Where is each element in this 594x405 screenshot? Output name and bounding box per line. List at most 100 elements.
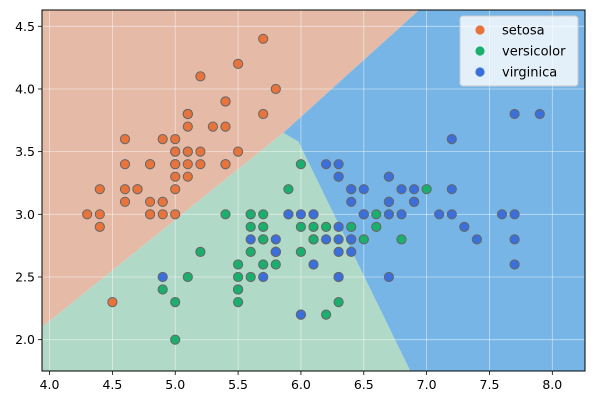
point-versicolor (321, 221, 332, 232)
x-tick-label: 4.0 (40, 377, 60, 392)
point-virginica (459, 221, 470, 232)
y-axis-ticks: 2.0 2.5 3.0 3.5 4.0 4.5 (15, 19, 42, 347)
point-versicolor (245, 221, 256, 232)
point-versicolor (358, 234, 369, 245)
point-virginica (321, 159, 332, 170)
x-tick-label: 7.5 (480, 377, 500, 392)
point-setosa (157, 196, 168, 207)
point-virginica (258, 271, 269, 283)
point-virginica (346, 234, 357, 245)
point-versicolor (346, 221, 357, 232)
y-tick-label: 2.5 (15, 269, 35, 284)
legend-label-virginica: virginica (502, 66, 557, 81)
y-tick-label: 4.5 (15, 19, 35, 34)
point-virginica (346, 246, 357, 257)
x-tick-label: 4.5 (102, 377, 122, 392)
point-virginica (321, 234, 332, 245)
point-versicolor (396, 234, 407, 245)
point-setosa (220, 96, 231, 107)
point-setosa (119, 159, 131, 170)
point-versicolor (258, 234, 269, 245)
point-versicolor (170, 297, 181, 308)
point-versicolor (295, 221, 306, 232)
point-setosa (145, 196, 156, 207)
point-versicolor (295, 246, 306, 257)
point-setosa (119, 134, 131, 145)
legend-marker-virginica (475, 67, 485, 77)
point-virginica (396, 209, 407, 220)
point-versicolor (233, 297, 244, 308)
point-virginica (358, 184, 369, 195)
point-setosa (207, 121, 218, 132)
legend-label-setosa: setosa (502, 24, 545, 39)
point-setosa (119, 196, 131, 207)
point-virginica (509, 259, 520, 270)
x-tick-label: 6.0 (291, 377, 311, 392)
y-tick-label: 3.5 (15, 144, 35, 159)
point-setosa (195, 146, 206, 157)
point-setosa (182, 146, 193, 157)
region-versicolor (42, 132, 411, 371)
point-setosa (170, 134, 181, 145)
point-virginica (333, 159, 344, 170)
point-setosa (170, 209, 181, 220)
point-versicolor (170, 334, 181, 345)
point-versicolor (258, 221, 269, 232)
point-versicolor (258, 209, 269, 220)
point-virginica (245, 234, 256, 245)
point-virginica (446, 209, 457, 220)
x-tick-label: 8.0 (542, 377, 562, 392)
point-setosa (107, 297, 118, 308)
point-virginica (446, 134, 457, 145)
point-virginica (283, 209, 294, 220)
x-tick-label: 5.0 (165, 377, 185, 392)
point-versicolor (371, 221, 382, 232)
point-versicolor (333, 297, 344, 308)
point-versicolor (233, 284, 244, 295)
point-virginica (496, 209, 508, 220)
x-tick-label: 5.5 (228, 377, 248, 392)
point-virginica (383, 171, 394, 182)
point-setosa (182, 121, 193, 132)
point-versicolor (157, 284, 168, 295)
point-setosa (233, 146, 244, 157)
legend-marker-setosa (475, 25, 485, 35)
point-setosa (132, 184, 143, 195)
point-setosa (170, 184, 181, 195)
point-virginica (358, 209, 369, 220)
legend-marker-versicolor (475, 46, 485, 56)
point-versicolor (182, 271, 193, 283)
point-virginica (509, 234, 520, 245)
point-setosa (119, 184, 131, 195)
point-versicolor (258, 259, 269, 270)
legend-box (459, 15, 579, 87)
point-virginica (333, 221, 344, 232)
point-versicolor (245, 271, 256, 283)
point-setosa (195, 159, 206, 170)
y-tick-label: 4.0 (15, 81, 35, 96)
point-setosa (157, 209, 168, 220)
point-virginica (534, 108, 545, 120)
point-virginica (409, 184, 420, 195)
point-virginica (270, 246, 281, 257)
region-virginica (283, 10, 585, 371)
point-setosa (170, 146, 181, 157)
point-setosa (182, 171, 193, 182)
y-tick-label: 2.0 (15, 332, 35, 347)
point-virginica (333, 171, 344, 182)
point-versicolor (195, 246, 206, 257)
x-axis-ticks: 4.0 4.5 5.0 5.5 6.0 6.5 7.0 7.5 8.0 (40, 371, 562, 392)
point-setosa (258, 33, 269, 44)
point-versicolor (245, 209, 256, 220)
point-versicolor (245, 246, 256, 257)
point-setosa (195, 71, 206, 82)
x-tick-label: 7.0 (417, 377, 437, 392)
point-setosa (182, 159, 193, 170)
point-virginica (383, 209, 394, 220)
point-setosa (157, 134, 168, 145)
point-versicolor (233, 259, 244, 270)
point-virginica (295, 309, 306, 320)
point-virginica (295, 209, 306, 220)
point-setosa (270, 83, 281, 95)
